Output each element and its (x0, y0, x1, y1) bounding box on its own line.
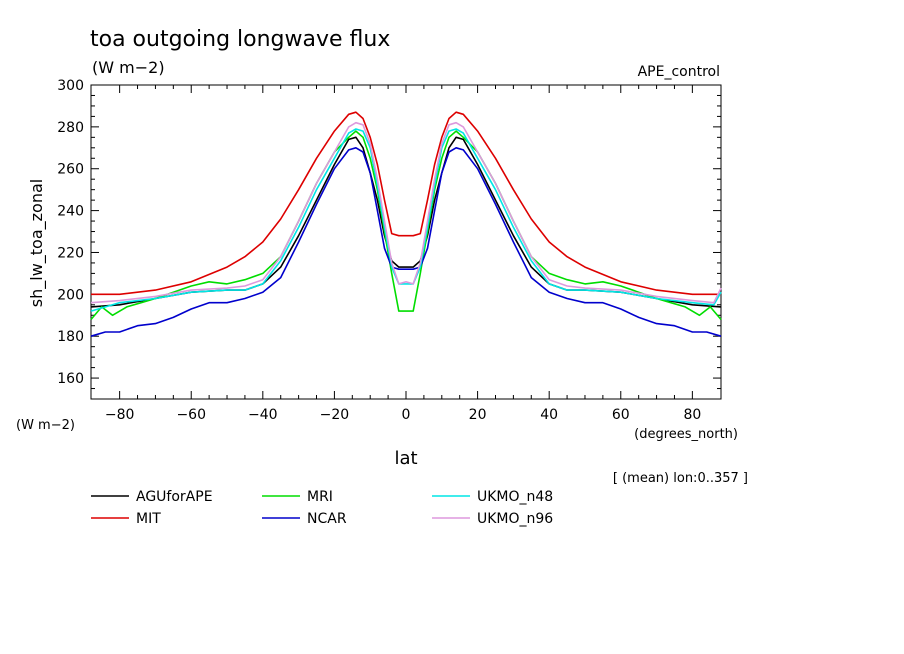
legend-label: UKMO_n96 (477, 511, 553, 527)
x-tick-label: 20 (469, 407, 487, 423)
x-tick-label: −60 (176, 407, 206, 423)
legend-label: AGUforAPE (136, 489, 213, 505)
legend-label: MRI (307, 489, 333, 505)
y-axis-label: sh_lw_toa_zonal (27, 179, 47, 307)
x-tick-label: −80 (105, 407, 135, 423)
series-line-mit (91, 111, 721, 296)
y-axis-units: (W m−2) (16, 418, 75, 433)
series-line-ncar (90, 147, 722, 337)
x-tick-label: 40 (540, 407, 558, 423)
y-tick-label: 200 (57, 287, 84, 303)
x-tick-label: 60 (612, 407, 630, 423)
x-tick-label: 0 (402, 407, 411, 423)
y-tick-labels: 160 180 200 220 240 260 280 300 (57, 78, 84, 387)
series-line-mri (90, 130, 722, 321)
experiment-label: APE_control (638, 64, 720, 80)
x-tick-labels: −80 −60 −40 −20 0 20 40 60 80 (105, 407, 701, 423)
chart-units: (W m−2) (92, 58, 165, 77)
y-tick-label: 260 (57, 162, 84, 178)
x-tick-label: 80 (683, 407, 701, 423)
y-tick-label: 240 (57, 204, 84, 220)
y-tick-label: 280 (57, 120, 84, 136)
y-tick-label: 220 (57, 245, 84, 261)
x-axis-units: (degrees_north) (634, 427, 738, 442)
chart-title: toa outgoing longwave flux (90, 27, 390, 52)
legend-label: UKMO_n48 (477, 489, 553, 505)
y-tick-label: 300 (57, 78, 84, 94)
x-axis-label: lat (394, 448, 417, 469)
series-lines (90, 111, 722, 337)
y-tick-label: 160 (57, 371, 84, 387)
series-line-ukmo-n48 (90, 128, 722, 312)
legend-label: MIT (136, 511, 161, 527)
footnote: [ (mean) lon:0..357 ] (613, 471, 748, 486)
legend-label: NCAR (307, 511, 347, 527)
legend: AGUforAPE MIT MRI NCAR UKMO_n48 UKMO_n96 (91, 489, 553, 527)
plot-frame (90, 84, 722, 400)
series-line-ukmo-n96 (90, 121, 722, 304)
series-line-aguforape (90, 136, 722, 308)
x-tick-label: −40 (248, 407, 278, 423)
axis-ticks (91, 84, 721, 399)
y-tick-label: 180 (57, 329, 84, 345)
x-tick-label: −20 (320, 407, 350, 423)
